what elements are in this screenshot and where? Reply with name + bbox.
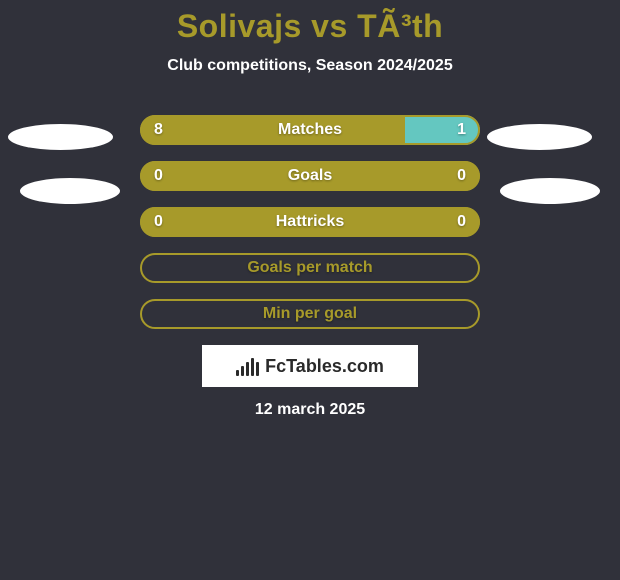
stat-bar-right [405, 115, 480, 145]
stat-bar [140, 299, 480, 329]
page-title: Solivajs vs TÃ³th [0, 0, 620, 45]
stat-value-right: 0 [457, 213, 466, 231]
stat-value-right: 1 [457, 121, 466, 139]
stat-bar [140, 115, 480, 145]
stat-bar [140, 253, 480, 283]
stat-value-right: 0 [457, 167, 466, 185]
decorative-ellipse [20, 178, 120, 204]
stat-value-left: 8 [154, 121, 163, 139]
logo-text: FcTables.com [265, 356, 384, 377]
stat-bar-left [140, 207, 310, 237]
chart-icon [236, 356, 259, 376]
stat-bar-left [140, 161, 310, 191]
stat-row: Hattricks00 [0, 207, 620, 237]
page-subtitle: Club competitions, Season 2024/2025 [0, 57, 620, 75]
stat-value-left: 0 [154, 167, 163, 185]
stat-bar-right [310, 207, 480, 237]
comparison-card: Solivajs vs TÃ³th Club competitions, Sea… [0, 0, 620, 580]
source-logo: FcTables.com [202, 345, 418, 387]
decorative-ellipse [500, 178, 600, 204]
update-date: 12 march 2025 [0, 401, 620, 419]
decorative-ellipse [487, 124, 592, 150]
stat-bar [140, 207, 480, 237]
stat-row: Goals per match [0, 253, 620, 283]
stat-value-left: 0 [154, 213, 163, 231]
decorative-ellipse [8, 124, 113, 150]
stat-bar-right [310, 161, 480, 191]
stat-bar-left [140, 115, 405, 145]
stat-bar [140, 161, 480, 191]
stat-row: Min per goal [0, 299, 620, 329]
